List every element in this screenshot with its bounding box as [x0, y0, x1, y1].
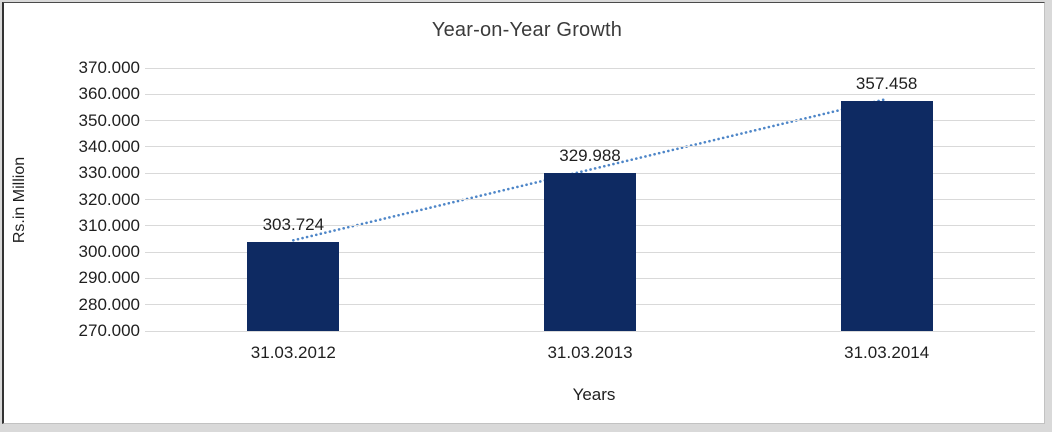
- y-tick-label: 280.000: [78, 294, 140, 314]
- chart-title: Year-on-Year Growth: [431, 19, 623, 41]
- gridline: [145, 146, 1035, 148]
- x-axis-category-labels: 31.03.2012 31.03.2013 31.03.2014: [145, 343, 1035, 363]
- x-category-label: 31.03.2012: [250, 343, 336, 362]
- y-tick-label: 370.000: [78, 58, 140, 77]
- bar: [840, 101, 933, 331]
- gridline: [145, 67, 1035, 69]
- y-tick-label: 310.000: [78, 215, 140, 235]
- y-tick-label: 350.000: [78, 110, 140, 130]
- gridline: [145, 120, 1035, 122]
- y-tick-label: 360.000: [78, 84, 140, 104]
- y-tick-label: 330.000: [78, 163, 140, 183]
- y-tick-label: 340.000: [78, 136, 140, 156]
- y-tick-label: 270.000: [78, 321, 140, 340]
- y-axis-ticks: 370.000 360.000 350.000 340.000 330.000 320.0…: [55, 59, 140, 340]
- x-category-label: 31.03.2014: [844, 343, 930, 362]
- x-category-label: 31.03.2013: [547, 343, 633, 362]
- y-axis-title: Rs.in Million: [11, 156, 28, 244]
- y-tick-label: 300.000: [78, 242, 140, 262]
- x-axis-title: Years: [572, 385, 616, 404]
- bar: [247, 242, 340, 331]
- bar: [544, 173, 636, 331]
- bar-value-label: 329.988: [559, 146, 621, 166]
- bar-value-label: 303.724: [262, 215, 325, 235]
- gridline: [145, 172, 1035, 174]
- y-tick-label: 290.000: [78, 268, 140, 288]
- bar-value-label: 357.458: [855, 74, 918, 93]
- gridline: [145, 330, 1035, 332]
- y-tick-label: 320.000: [78, 189, 140, 209]
- plot-area: 303.724 329.988 357.458: [145, 67, 1035, 332]
- gridline: [145, 93, 1035, 95]
